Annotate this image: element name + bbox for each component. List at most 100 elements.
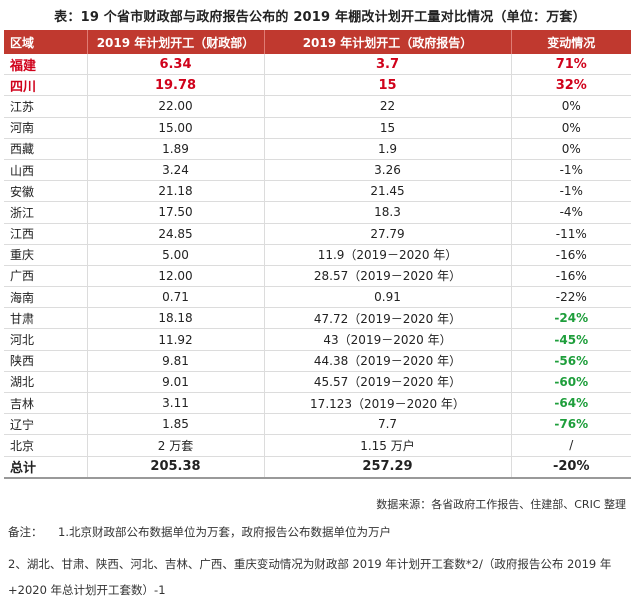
- cell-region: 吉林: [4, 392, 88, 415]
- cell-change: -56%: [511, 350, 631, 372]
- cell-change: -20%: [511, 456, 631, 479]
- comparison-table: 区域 2019 年计划开工（财政部） 2019 年计划开工（政府报告） 变动情况…: [4, 30, 631, 479]
- table-title: 表：19 个省市财政部与政府报告公布的 2019 年棚改计划开工量对比情况（单位…: [54, 10, 586, 25]
- table-row: 江西 24.85 27.79 -11%: [4, 223, 631, 245]
- table-row: 江苏 22.00 22 0%: [4, 95, 631, 118]
- cell-change: -60%: [511, 371, 631, 394]
- cell-region: 广西: [4, 265, 88, 288]
- table-body: 福建 6.34 3.7 71% 四川 19.78 15 32% 江苏 22.00 22 0% 河南 15.…: [4, 54, 631, 479]
- cell-change: -76%: [511, 413, 631, 436]
- cell-gov: 1.9: [264, 138, 512, 160]
- cell-gov: 45.57（2019－2020 年）: [264, 371, 512, 394]
- header-region: 区域: [4, 30, 88, 54]
- cell-mof: 5.00: [87, 244, 265, 266]
- table-row: 广西 12.00 28.57（2019－2020 年） -16%: [4, 265, 631, 288]
- table-row: 河南 15.00 15 0%: [4, 117, 631, 139]
- cell-change: 32%: [511, 74, 631, 97]
- cell-mof: 6.34: [87, 54, 265, 76]
- table-row: 海南 0.71 0.91 -22%: [4, 286, 631, 309]
- cell-change: 0%: [511, 117, 631, 139]
- cell-mof: 21.18: [87, 180, 265, 203]
- table-header-row: 区域 2019 年计划开工（财政部） 2019 年计划开工（政府报告） 变动情况: [4, 30, 631, 54]
- cell-mof: 22.00: [87, 95, 265, 118]
- note-1: 1.北京财政部公布数据单位为万套，政府报告公布数据单位为万户: [58, 525, 391, 539]
- cell-change: -22%: [511, 286, 631, 309]
- cell-mof: 9.01: [87, 371, 265, 394]
- cell-change: /: [511, 434, 631, 457]
- cell-change: -11%: [511, 223, 631, 245]
- cell-change: -24%: [511, 307, 631, 330]
- cell-mof: 17.50: [87, 201, 265, 224]
- table-row: 重庆 5.00 11.9（2019－2020 年） -16%: [4, 244, 631, 266]
- cell-gov: 22: [264, 95, 512, 118]
- cell-region: 陕西: [4, 350, 88, 372]
- cell-mof: 19.78: [87, 74, 265, 97]
- header-change: 变动情况: [511, 30, 631, 54]
- cell-gov: 7.7: [264, 413, 512, 436]
- header-gov: 2019 年计划开工（政府报告）: [264, 30, 512, 54]
- cell-region: 北京: [4, 434, 88, 457]
- cell-mof: 9.81: [87, 350, 265, 372]
- cell-region: 总计: [4, 456, 88, 479]
- cell-region: 浙江: [4, 201, 88, 224]
- cell-mof: 3.24: [87, 159, 265, 182]
- data-source: 数据来源：各省政府工作报告、住建部、CRIC 整理: [376, 498, 626, 511]
- cell-gov: 15: [264, 117, 512, 139]
- table-row: 山西 3.24 3.26 -1%: [4, 159, 631, 182]
- cell-change: 0%: [511, 138, 631, 160]
- note-label: 备注：: [8, 525, 43, 539]
- cell-region: 山西: [4, 159, 88, 182]
- cell-region: 辽宁: [4, 413, 88, 436]
- cell-gov: 11.9（2019－2020 年）: [264, 244, 512, 266]
- table-row: 河北 11.92 43（2019－2020 年） -45%: [4, 328, 631, 351]
- cell-gov: 44.38（2019－2020 年）: [264, 350, 512, 372]
- cell-region: 甘肃: [4, 307, 88, 330]
- cell-mof: 2 万套: [87, 434, 265, 457]
- table-row: 湖北 9.01 45.57（2019－2020 年） -60%: [4, 371, 631, 394]
- cell-region: 湖北: [4, 371, 88, 394]
- cell-gov: 257.29: [264, 456, 512, 479]
- cell-mof: 205.38: [87, 456, 265, 479]
- cell-change: -64%: [511, 392, 631, 415]
- note-3: +2020 年总计划开工套数）-1: [8, 583, 166, 597]
- cell-change: -4%: [511, 201, 631, 224]
- cell-region: 河南: [4, 117, 88, 139]
- cell-gov: 28.57（2019－2020 年）: [264, 265, 512, 288]
- cell-gov: 21.45: [264, 180, 512, 203]
- cell-region: 重庆: [4, 244, 88, 266]
- cell-region: 安徽: [4, 180, 88, 203]
- cell-mof: 1.85: [87, 413, 265, 436]
- cell-change: -45%: [511, 328, 631, 351]
- header-mof: 2019 年计划开工（财政部）: [87, 30, 265, 54]
- cell-change: -16%: [511, 265, 631, 288]
- cell-region: 海南: [4, 286, 88, 309]
- cell-change: -1%: [511, 180, 631, 203]
- table-row: 陕西 9.81 44.38（2019－2020 年） -56%: [4, 350, 631, 372]
- table-row: 辽宁 1.85 7.7 -76%: [4, 413, 631, 436]
- cell-change: 71%: [511, 54, 631, 76]
- table-row: 吉林 3.11 17.123（2019－2020 年） -64%: [4, 392, 631, 415]
- cell-region: 江苏: [4, 95, 88, 118]
- table-row: 安徽 21.18 21.45 -1%: [4, 180, 631, 203]
- cell-mof: 15.00: [87, 117, 265, 139]
- cell-region: 福建: [4, 54, 88, 76]
- cell-gov: 3.26: [264, 159, 512, 182]
- cell-region: 河北: [4, 328, 88, 351]
- cell-gov: 27.79: [264, 223, 512, 245]
- cell-region: 江西: [4, 223, 88, 245]
- cell-change: -1%: [511, 159, 631, 182]
- cell-region: 西藏: [4, 138, 88, 160]
- table-row: 福建 6.34 3.7 71%: [4, 54, 631, 76]
- table-row: 西藏 1.89 1.9 0%: [4, 138, 631, 160]
- cell-gov: 15: [264, 74, 512, 97]
- cell-mof: 12.00: [87, 265, 265, 288]
- cell-mof: 18.18: [87, 307, 265, 330]
- cell-gov: 47.72（2019－2020 年）: [264, 307, 512, 330]
- note-2: 2、湖北、甘肃、陕西、河北、吉林、广西、重庆变动情况为财政部 2019 年计划开…: [8, 557, 612, 571]
- table-row: 四川 19.78 15 32%: [4, 74, 631, 97]
- cell-gov: 18.3: [264, 201, 512, 224]
- cell-mof: 0.71: [87, 286, 265, 309]
- table-row: 浙江 17.50 18.3 -4%: [4, 201, 631, 224]
- cell-mof: 1.89: [87, 138, 265, 160]
- cell-change: 0%: [511, 95, 631, 118]
